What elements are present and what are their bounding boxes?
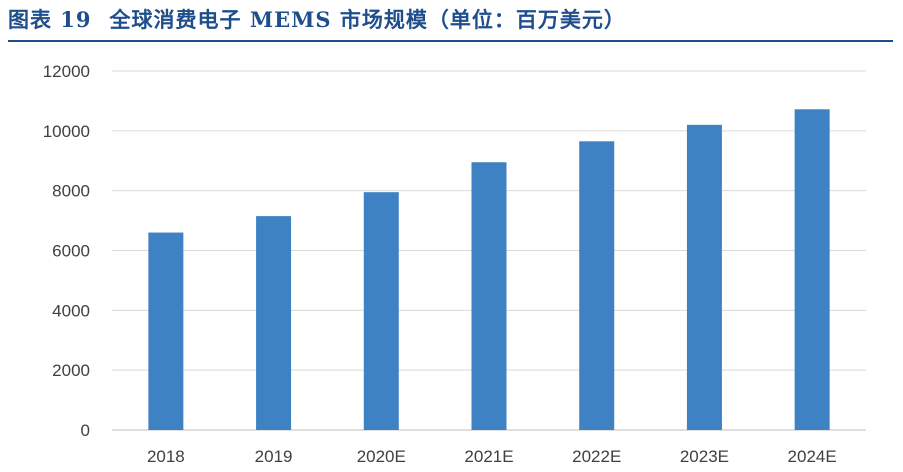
y-tick-label: 0 bbox=[81, 421, 90, 440]
y-tick-label: 2000 bbox=[52, 361, 90, 380]
bar-2023e bbox=[686, 124, 722, 430]
y-tick-label: 4000 bbox=[52, 301, 90, 320]
figure-title-text: 全球消费电子 MEMS 市场规模（单位：百万美元） bbox=[109, 7, 626, 32]
title-underline bbox=[8, 40, 893, 42]
x-tick-label: 2022E bbox=[572, 447, 621, 466]
x-axis-ticks: 2018 2019 2020E 2021E 2022E 2023E 2024E bbox=[147, 447, 837, 466]
y-axis-ticks: 0 2000 4000 6000 8000 10000 12000 bbox=[43, 62, 90, 440]
y-tick-label: 10000 bbox=[43, 122, 90, 141]
x-tick-label: 2018 bbox=[147, 447, 185, 466]
y-tick-label: 8000 bbox=[52, 182, 90, 201]
x-tick-label: 2020E bbox=[357, 447, 406, 466]
bar-2020e bbox=[363, 192, 399, 430]
bar-2024e bbox=[794, 109, 830, 430]
bars bbox=[148, 109, 830, 430]
figure-number: 图表 19 bbox=[8, 7, 92, 32]
x-tick-label: 2023E bbox=[680, 447, 729, 466]
y-tick-label: 6000 bbox=[52, 242, 90, 261]
x-tick-label: 2019 bbox=[255, 447, 293, 466]
x-tick-label: 2021E bbox=[464, 447, 513, 466]
bar-2021e bbox=[471, 162, 507, 430]
bar-2022e bbox=[579, 141, 615, 430]
y-tick-label: 12000 bbox=[43, 62, 90, 81]
x-tick-label: 2024E bbox=[788, 447, 837, 466]
bar-2019 bbox=[256, 216, 292, 430]
figure-title: 图表 19 全球消费电子 MEMS 市场规模（单位：百万美元） bbox=[8, 6, 626, 34]
bar-2018 bbox=[148, 232, 184, 430]
